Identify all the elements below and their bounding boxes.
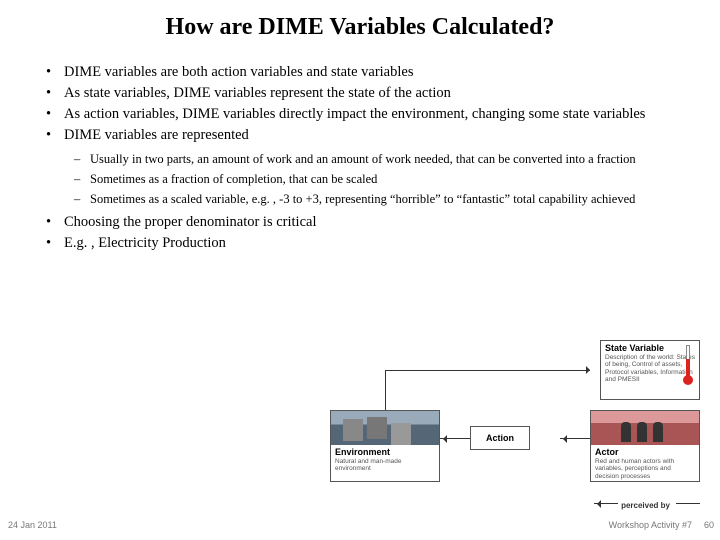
state-variable-box: State Variable Description of the world:…	[600, 340, 700, 400]
environment-icon	[331, 411, 439, 445]
action-box: Action	[470, 426, 530, 450]
actor-desc: Red and human actors with variables, per…	[591, 457, 699, 483]
sub-bullet-item: Sometimes as a scaled variable, e.g. , -…	[90, 191, 680, 207]
sub-bullet-item: Sometimes as a fraction of completion, t…	[90, 171, 680, 187]
bullet-item: E.g. , Electricity Production	[64, 234, 680, 252]
bullet-item: As state variables, DIME variables repre…	[64, 84, 680, 102]
bullet-item: DIME variables are both action variables…	[64, 63, 680, 81]
dime-diagram: State Variable Description of the world:…	[330, 340, 700, 510]
slide-title: How are DIME Variables Calculated?	[40, 14, 680, 41]
footer-date: 24 Jan 2011	[8, 520, 57, 530]
bullet-item: DIME variables are represented Usually i…	[64, 126, 680, 207]
bullet-item: Choosing the proper denominator is criti…	[64, 213, 680, 231]
perceived-by-label: perceived by	[621, 501, 670, 510]
environment-desc: Natural and man-made environment	[331, 457, 439, 476]
thermometer-icon	[683, 345, 693, 385]
arrow-env-to-state-head	[586, 366, 594, 374]
footer-activity: Workshop Activity #7	[609, 520, 692, 530]
environment-label: Environment	[331, 445, 439, 457]
actor-icon	[591, 411, 699, 445]
arrow-perceived-left	[594, 503, 618, 504]
actor-box: Actor Red and human actors with variable…	[590, 410, 700, 482]
arrow-action-to-env	[440, 438, 470, 439]
sub-bullet-list: Usually in two parts, an amount of work …	[64, 151, 680, 208]
bullet-list: DIME variables are both action variables…	[40, 63, 680, 253]
slide-number: 60	[704, 520, 714, 530]
sub-bullet-item: Usually in two parts, an amount of work …	[90, 151, 680, 167]
bullet-text: DIME variables are represented	[64, 127, 249, 143]
action-label: Action	[486, 433, 514, 443]
arrow-env-to-state	[385, 370, 590, 410]
bullet-item: As action variables, DIME variables dire…	[64, 105, 680, 123]
arrow-actor-to-action	[560, 438, 590, 439]
actor-label: Actor	[591, 445, 699, 457]
environment-box: Environment Natural and man-made environ…	[330, 410, 440, 482]
arrow-perceived-right	[676, 503, 700, 504]
